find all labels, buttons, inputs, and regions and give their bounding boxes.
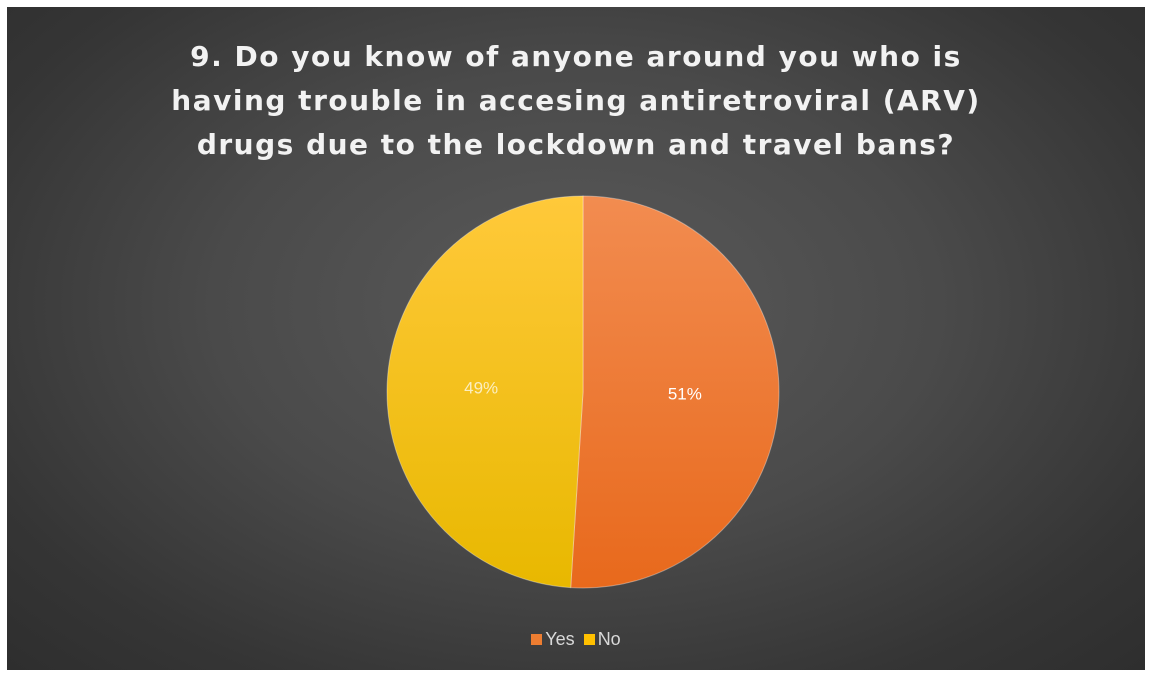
chart-title-line-3: drugs due to the lockdown and travel ban…: [196, 128, 956, 161]
pie-chart: 51% 49%: [386, 195, 780, 589]
pie-slice-no: [386, 195, 584, 589]
chart-area: 9. Do you know of anyone around you who …: [7, 7, 1145, 670]
chart-title-line-2: having trouble in accesing antiretrovira…: [171, 84, 981, 117]
data-label-no: 49%: [464, 378, 498, 397]
chart-title: 9. Do you know of anyone around you who …: [67, 35, 1085, 167]
pie-slice-yes: [570, 195, 780, 589]
legend-item-no: No: [583, 627, 621, 651]
data-label-yes: 51%: [668, 385, 702, 404]
legend-label-yes: Yes: [545, 629, 575, 649]
legend-item-yes: Yes: [531, 627, 575, 651]
legend-label-no: No: [597, 629, 621, 649]
chart-legend: Yes No: [7, 627, 1145, 651]
chart-title-line-1: 9. Do you know of anyone around you who …: [190, 40, 962, 73]
legend-swatch-yes: [531, 634, 543, 645]
legend-swatch-no: [583, 634, 595, 645]
